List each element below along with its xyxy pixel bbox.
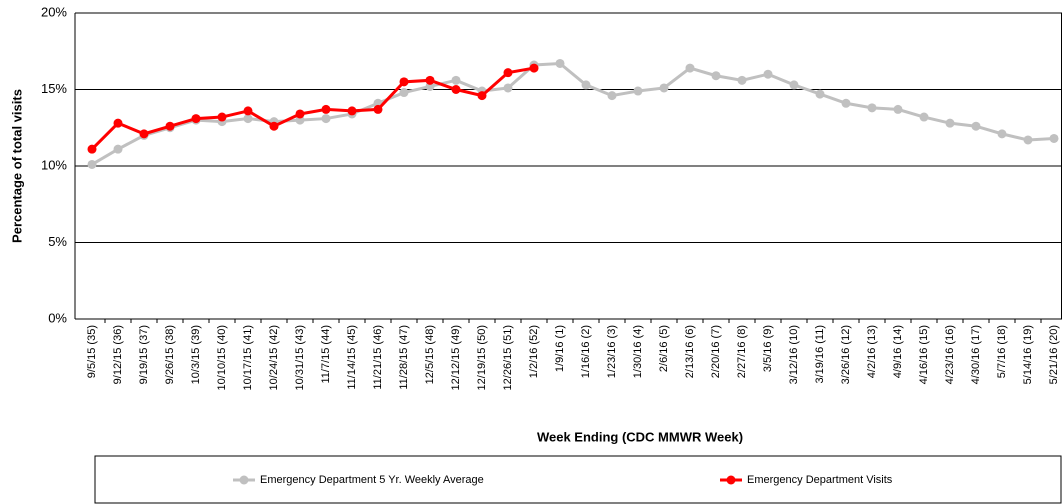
x-tick-label: 1/2/16 (52) [528,325,540,378]
x-tick-label: 11/14/15 (45) [346,325,358,390]
y-axis-title: Percentage of total visits [9,89,24,243]
x-tick-label: 5/14/16 (19) [1022,325,1034,384]
point [997,129,1007,139]
point [737,75,747,85]
x-tick-label: 10/31/15 (43) [294,325,306,390]
x-axis-title: Week Ending (CDC MMWR Week) [537,429,743,444]
point [373,104,383,114]
x-tick-label: 9/19/15 (37) [138,325,150,384]
point [425,75,435,85]
point [269,121,279,131]
point [503,68,513,78]
x-tick-label: 11/21/15 (46) [372,325,384,390]
point [867,103,877,113]
x-tick-label: 12/5/15 (48) [424,325,436,384]
x-tick-label: 11/28/15 (47) [398,325,410,390]
x-tick-label: 3/5/16 (9) [762,325,774,372]
x-tick-label: 3/19/16 (11) [814,325,826,384]
point [841,98,851,108]
x-tick-label: 12/19/15 (50) [476,325,488,390]
x-tick-label: 1/23/16 (3) [606,325,618,378]
x-tick-label: 10/10/15 (40) [216,325,228,390]
x-tick-label: 11/7/15 (44) [320,325,332,384]
point [165,121,175,131]
x-tick-label: 12/26/15 (51) [502,325,514,390]
point [451,85,461,94]
x-tick-label: 12/12/15 (49) [450,325,462,390]
x-tick-label: 5/7/16 (18) [996,325,1008,378]
x-tick-label: 1/16/16 (2) [580,325,592,378]
point [477,91,487,101]
x-tick-label: 3/26/16 (12) [840,325,852,384]
point [815,89,825,99]
point [1023,135,1033,145]
x-tick-label: 4/2/16 (13) [866,325,878,378]
point [347,106,357,116]
legend-marker [239,475,249,485]
x-tick-label: 4/9/16 (14) [892,325,904,378]
point [789,80,799,90]
point [451,75,461,85]
point [555,58,565,68]
point [971,121,981,131]
y-tick-label: 20% [41,4,67,19]
point [893,104,903,114]
point [763,69,773,79]
point [529,63,539,73]
x-tick-label: 9/26/15 (38) [164,325,176,384]
x-tick-label: 1/30/16 (4) [632,325,644,378]
point [1049,133,1059,143]
y-tick-label: 0% [48,310,67,325]
x-tick-label: 5/21/16 (20) [1048,325,1060,384]
point [919,112,929,122]
point [295,109,305,119]
point [399,88,409,98]
x-tick-label: 4/16/16 (15) [918,325,930,384]
x-tick-label: 9/12/15 (36) [112,325,124,384]
x-tick-label: 10/24/15 (42) [268,325,280,390]
point [321,104,331,114]
point [633,86,643,96]
legend-label: Emergency Department Visits [747,474,893,486]
y-tick-label: 15% [41,81,67,96]
point [87,144,97,154]
point [659,83,669,93]
point [945,118,955,128]
point [243,114,253,124]
point [243,106,253,116]
x-tick-label: 3/12/16 (10) [788,325,800,384]
x-tick-label: 4/23/16 (16) [944,325,956,384]
legend-label: Emergency Department 5 Yr. Weekly Averag… [260,474,484,486]
y-tick-label: 10% [41,157,67,172]
x-tick-label: 1/9/16 (1) [554,325,566,372]
point [685,63,695,73]
point [113,118,123,128]
x-tick-label: 2/13/16 (6) [684,325,696,378]
x-tick-label: 4/30/16 (17) [970,325,982,384]
point [139,129,149,139]
x-tick-label: 10/3/15 (39) [190,325,202,384]
point [113,144,123,154]
point [217,112,227,122]
x-tick-label: 10/17/15 (41) [242,325,254,390]
x-tick-label: 2/20/16 (7) [710,325,722,378]
legend-box [94,455,1062,504]
point [607,91,617,101]
series-line [90,66,535,151]
point [321,114,331,124]
point [191,114,201,124]
point [503,83,513,93]
y-tick-label: 5% [48,234,67,249]
legend-marker [726,475,736,485]
x-tick-label: 2/27/16 (8) [736,325,748,378]
point [581,80,591,90]
x-tick-label: 9/5/15 (35) [86,325,98,378]
x-tick-label: 2/6/16 (5) [658,325,670,372]
point [399,77,409,87]
point [87,159,97,169]
point [711,71,721,81]
